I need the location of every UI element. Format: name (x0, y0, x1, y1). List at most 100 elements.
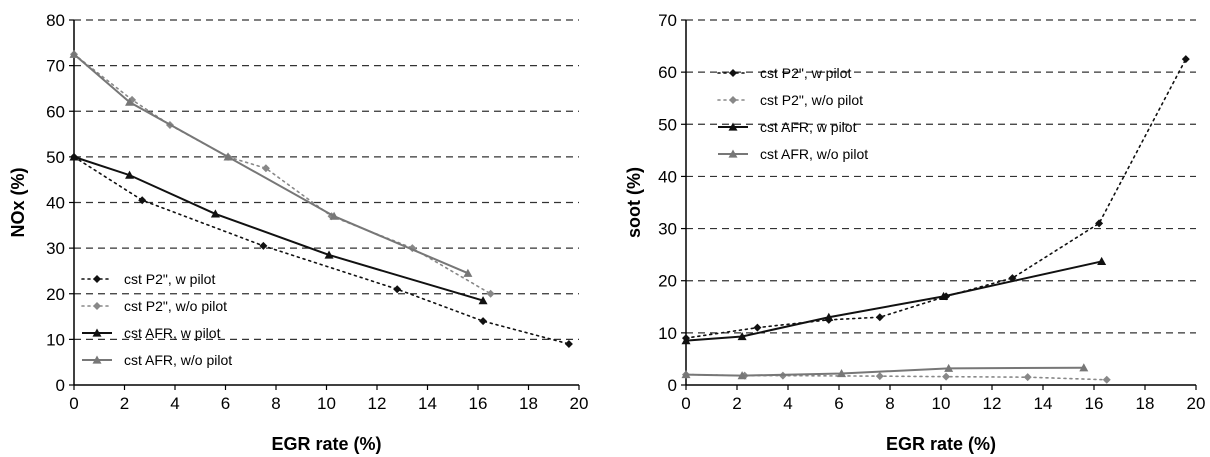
y-tick-label: 70 (46, 57, 65, 76)
x-tick-label: 20 (1187, 394, 1206, 413)
data-point-1-6 (1102, 375, 1111, 384)
x-tick-label: 2 (120, 394, 129, 413)
series-line-1 (73, 53, 492, 295)
y-axis-title: soot (%) (624, 167, 644, 238)
y-tick-label: 20 (46, 285, 65, 304)
y-tick-label: 40 (658, 167, 677, 186)
series-1 (70, 50, 495, 298)
legend-label: cst P2", w pilot (124, 271, 215, 287)
data-point-0-5 (564, 339, 573, 348)
data-point-2-4 (478, 296, 488, 305)
y-tick-label: 80 (46, 11, 65, 30)
data-point-0-4 (479, 317, 488, 326)
data-point-2-2 (210, 209, 220, 218)
legend-marker (93, 275, 101, 283)
data-point-3-2 (837, 369, 847, 378)
legend-label: cst P2", w/o pilot (124, 298, 227, 314)
data-point-2-0 (681, 336, 691, 345)
x-ticks: 0 2 4 6 8 10 12 14 16 18 20 (681, 385, 1205, 413)
data-point-0-5 (1008, 274, 1017, 283)
x-tick-label: 20 (570, 394, 589, 413)
y-ticks: 0 10 20 30 40 50 60 70 80 (46, 11, 74, 395)
y-tick-label: 0 (56, 376, 65, 395)
x-ticks: 0 2 4 6 8 10 12 14 16 18 20 (69, 385, 588, 413)
x-tick-label: 8 (885, 394, 894, 413)
series-line-0 (73, 156, 570, 345)
y-tick-label: 0 (668, 376, 677, 395)
data-point-0-3 (393, 285, 402, 294)
legend: cst P2", w pilot cst P2", w/o pilot cst AF… (717, 65, 868, 162)
x-tick-label: 2 (732, 394, 741, 413)
data-point-1-4 (942, 372, 951, 381)
legend: cst P2", w pilot cst P2", w/o pilot cst AF… (81, 271, 232, 368)
data-point-0-1 (138, 196, 147, 205)
y-tick-label: 10 (658, 324, 677, 343)
x-tick-label: 14 (418, 394, 437, 413)
data-point-3-4 (463, 268, 473, 277)
y-tick-label: 70 (658, 11, 677, 30)
legend-label: cst P2", w pilot (760, 65, 851, 81)
x-tick-label: 12 (983, 394, 1002, 413)
data-point-0-7 (1181, 55, 1190, 64)
data-point-0-6 (1095, 219, 1104, 228)
y-ticks: 0 10 20 30 40 50 60 70 (658, 11, 686, 395)
data-point-1-4 (261, 164, 270, 173)
series-1 (682, 370, 1111, 384)
legend-label: cst AFR, w pilot (760, 119, 857, 135)
data-point-3-2 (223, 152, 233, 161)
x-tick-label: 14 (1034, 394, 1053, 413)
nox-chart: 0 10 20 30 40 50 60 70 80 0 2 4 6 8 10 12 14 16 18 20 EGR ra… (0, 0, 600, 457)
data-point-1-7 (486, 289, 495, 298)
y-tick-label: 50 (46, 148, 65, 167)
x-tick-label: 0 (681, 394, 690, 413)
legend-marker (92, 328, 102, 337)
data-point-3-0 (69, 49, 79, 58)
legend-marker (728, 149, 738, 158)
data-point-2-4 (1097, 256, 1107, 266)
legend-marker (93, 302, 101, 310)
x-axis-title: EGR rate (%) (886, 434, 996, 454)
x-tick-label: 18 (519, 394, 538, 413)
y-axis-title: NOx (%) (8, 167, 28, 237)
data-point-1-5 (1023, 373, 1032, 382)
x-tick-label: 8 (271, 394, 280, 413)
legend-marker (92, 355, 102, 364)
x-tick-label: 10 (932, 394, 951, 413)
data-point-2-2 (824, 312, 834, 321)
data-point-3-1 (737, 371, 747, 380)
soot-chart-svg: 0 10 20 30 40 50 60 70 0 2 4 6 8 10 12 14 16 18 20 EGR rate… (624, 11, 1205, 454)
data-point-2-3 (939, 291, 949, 300)
data-point-2-3 (324, 250, 334, 259)
series-0 (682, 55, 1190, 343)
x-tick-label: 10 (317, 394, 336, 413)
data-point-0-1 (753, 323, 762, 332)
data-point-3-4 (1079, 363, 1089, 372)
y-tick-label: 60 (46, 102, 65, 121)
y-tick-label: 40 (46, 194, 65, 213)
y-tick-label: 20 (658, 272, 677, 291)
data-point-2-0 (69, 152, 79, 161)
nox-chart-svg: 0 10 20 30 40 50 60 70 80 0 2 4 6 8 10 12 14 16 18 20 EGR ra… (8, 11, 588, 454)
legend-label: cst AFR, w/o pilot (124, 352, 232, 368)
x-tick-label: 6 (834, 394, 843, 413)
x-tick-label: 16 (1085, 394, 1104, 413)
data-point-3-3 (329, 211, 339, 220)
legend-label: cst AFR, w/o pilot (760, 146, 868, 162)
series-3 (69, 49, 473, 277)
legend-marker (729, 69, 737, 77)
legend-label: cst AFR, w pilot (124, 325, 221, 341)
series-2 (681, 256, 1107, 345)
data-point-3-0 (681, 370, 691, 379)
x-tick-label: 12 (368, 394, 387, 413)
series-2 (69, 152, 488, 305)
data-point-2-1 (737, 332, 747, 341)
x-tick-label: 0 (69, 394, 78, 413)
y-tick-label: 30 (658, 220, 677, 239)
gridlines (74, 19, 579, 340)
x-tick-label: 18 (1136, 394, 1155, 413)
legend-marker (728, 122, 738, 131)
data-point-2-1 (125, 170, 135, 179)
legend-label: cst P2", w/o pilot (760, 92, 863, 108)
series-line-2 (685, 260, 1102, 342)
y-tick-label: 50 (658, 115, 677, 134)
